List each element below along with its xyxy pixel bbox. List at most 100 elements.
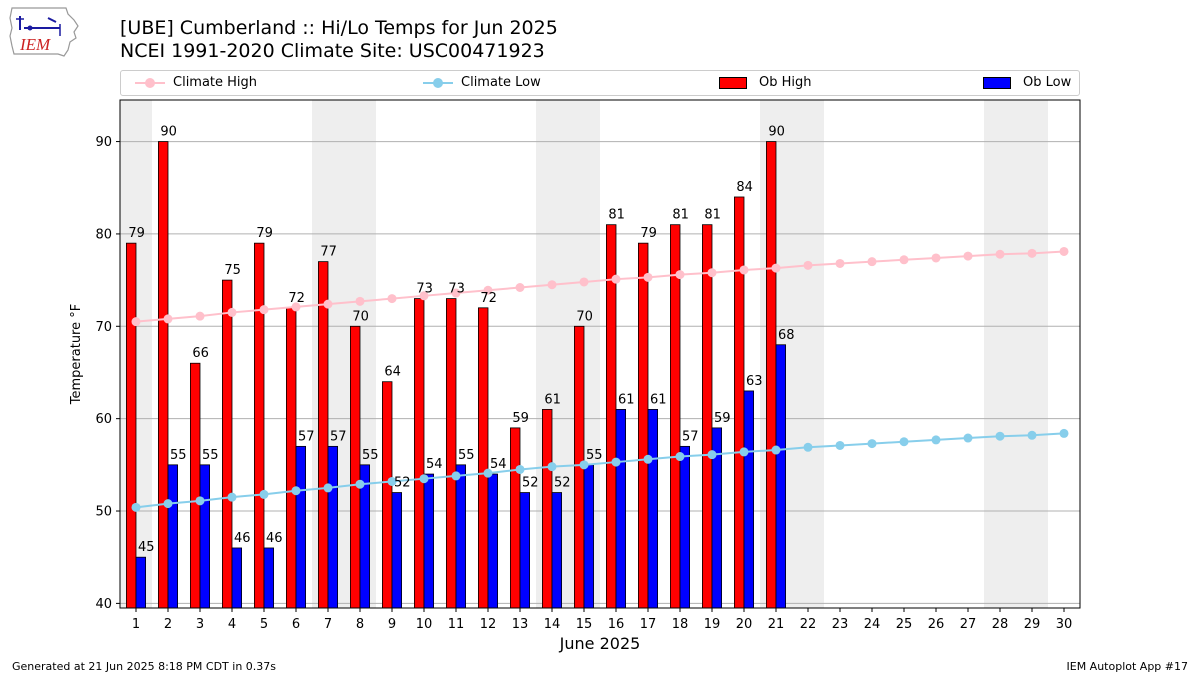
x-axis-label: June 2025 bbox=[559, 634, 641, 653]
x-tick-label: 1 bbox=[132, 617, 140, 632]
ob-high-label: 72 bbox=[288, 291, 305, 306]
climate-low-point bbox=[643, 454, 653, 464]
x-tick-label: 14 bbox=[544, 617, 561, 632]
ob-low-label: 57 bbox=[330, 429, 347, 444]
climate-high-swatch bbox=[135, 76, 165, 90]
ob-low-bar bbox=[679, 445, 691, 609]
climate-low-point bbox=[483, 468, 493, 478]
x-tick-label: 5 bbox=[260, 617, 268, 632]
x-tick-label: 11 bbox=[448, 617, 465, 632]
chart-subtitle: NCEI 1991-2020 Climate Site: USC00471923 bbox=[120, 40, 545, 62]
ob-low-bar bbox=[135, 556, 147, 609]
ob-low-bar bbox=[327, 445, 339, 609]
x-tick-label: 26 bbox=[928, 617, 945, 632]
ob-high-label: 73 bbox=[416, 282, 433, 297]
ob-high-label: 81 bbox=[608, 208, 625, 223]
climate-low-point bbox=[451, 471, 461, 481]
ob-high-bar bbox=[381, 381, 393, 609]
iem-logo: IEM bbox=[9, 7, 79, 57]
legend-label-climate-low: Climate Low bbox=[461, 75, 541, 90]
climate-low-point bbox=[867, 439, 877, 449]
weekend-shade bbox=[792, 100, 824, 608]
ob-high-label: 70 bbox=[352, 309, 369, 324]
ob-high-label: 79 bbox=[128, 226, 145, 241]
ob-low-bar bbox=[615, 409, 627, 609]
climate-low-point bbox=[835, 440, 845, 450]
x-tick-label: 19 bbox=[704, 617, 721, 632]
climate-high-point bbox=[291, 302, 301, 312]
ob-low-label: 46 bbox=[266, 531, 283, 546]
ob-low-label: 61 bbox=[618, 392, 635, 407]
climate-high-point bbox=[835, 258, 845, 268]
ob-low-bar bbox=[423, 473, 435, 609]
climate-high-point bbox=[515, 282, 525, 292]
climate-low-point bbox=[899, 437, 909, 447]
ob-low-label: 55 bbox=[586, 448, 603, 463]
ob-low-label: 54 bbox=[490, 457, 507, 472]
ob-low-bar bbox=[487, 473, 499, 609]
climate-high-point bbox=[771, 263, 781, 273]
climate-high-point bbox=[259, 305, 269, 315]
climate-high-point bbox=[323, 299, 333, 309]
y-axis-label: Temperature °F bbox=[69, 304, 84, 405]
ob-low-label: 52 bbox=[522, 476, 539, 491]
legend: Climate High Climate Low Ob High Ob Low bbox=[120, 70, 1080, 96]
legend-label-ob-low: Ob Low bbox=[1023, 75, 1072, 90]
ob-high-bar bbox=[157, 141, 169, 609]
climate-low-point bbox=[387, 476, 397, 486]
climate-low-point bbox=[739, 447, 749, 457]
ob-high-bar bbox=[702, 224, 713, 609]
climate-low-point bbox=[355, 479, 365, 489]
x-tick-label: 10 bbox=[416, 617, 433, 632]
ob-low-label: 55 bbox=[458, 448, 475, 463]
x-tick-label: 22 bbox=[800, 617, 817, 632]
ob-high-label: 70 bbox=[576, 309, 593, 324]
ob-high-label: 79 bbox=[640, 226, 657, 241]
legend-item-ob-low: Ob Low bbox=[983, 75, 1071, 90]
ob-high-bar bbox=[285, 307, 297, 609]
x-tick-label: 9 bbox=[388, 617, 396, 632]
ob-low-label: 59 bbox=[714, 411, 731, 426]
climate-low-point bbox=[803, 442, 813, 452]
weekend-shade bbox=[1016, 100, 1048, 608]
ob-high-bar bbox=[317, 261, 329, 609]
ob-low-bar bbox=[167, 464, 179, 609]
climate-low-point bbox=[547, 462, 557, 472]
ob-low-label: 57 bbox=[682, 429, 699, 444]
legend-item-ob-high: Ob High bbox=[719, 75, 812, 90]
legend-item-climate-high: Climate High bbox=[135, 75, 257, 90]
climate-low-point bbox=[579, 460, 589, 470]
ob-high-label: 90 bbox=[160, 125, 177, 140]
ob-high-bar bbox=[670, 224, 681, 609]
ob-high-bar bbox=[126, 242, 137, 609]
ob-high-label: 90 bbox=[768, 125, 785, 140]
climate-low-point bbox=[163, 499, 173, 509]
ob-low-bar bbox=[743, 390, 755, 609]
ob-low-bar bbox=[583, 464, 595, 609]
ob-high-label: 81 bbox=[672, 208, 689, 223]
climate-low-point bbox=[707, 450, 717, 460]
ob-high-label: 64 bbox=[384, 365, 401, 380]
weekend-shade bbox=[984, 100, 1016, 608]
ob-high-bar bbox=[445, 298, 457, 609]
ob-high-bar bbox=[413, 298, 425, 609]
climate-low-line bbox=[135, 432, 1065, 509]
climate-low-swatch bbox=[423, 76, 453, 90]
ob-low-label: 61 bbox=[650, 392, 667, 407]
ob-low-label: 46 bbox=[234, 531, 251, 546]
climate-low-point bbox=[931, 435, 941, 445]
x-tick-label: 20 bbox=[736, 617, 753, 632]
climate-low-point bbox=[995, 431, 1005, 441]
climate-high-point bbox=[355, 296, 365, 306]
ob-high-label: 75 bbox=[224, 263, 241, 278]
ob-low-bar bbox=[775, 344, 787, 609]
ob-low-swatch bbox=[983, 76, 1011, 89]
generated-timestamp: Generated at 21 Jun 2025 8:18 PM CDT in … bbox=[12, 660, 277, 673]
climate-high-point bbox=[963, 251, 973, 261]
climate-high-point bbox=[163, 314, 173, 324]
climate-high-point bbox=[419, 291, 429, 301]
x-tick-label: 27 bbox=[960, 617, 977, 632]
ob-high-label: 61 bbox=[544, 392, 561, 407]
ob-high-bar bbox=[477, 307, 489, 609]
